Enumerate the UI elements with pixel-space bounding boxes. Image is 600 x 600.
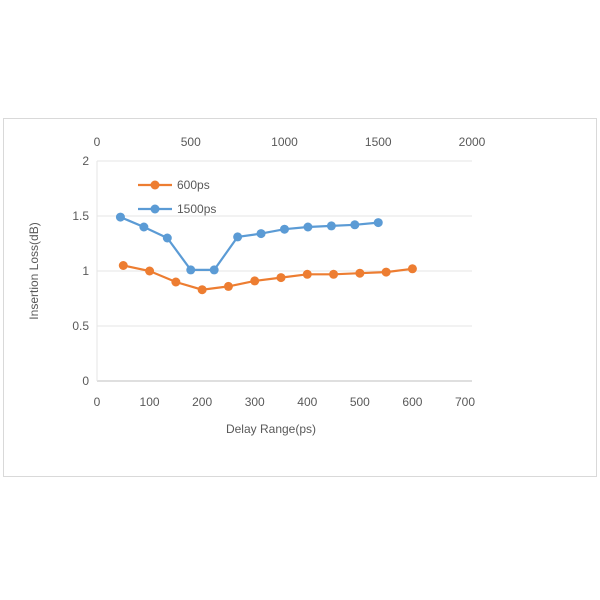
x-tick-label: 300 <box>245 395 265 409</box>
data-point-600ps <box>302 269 312 279</box>
data-point-1500ps <box>350 220 360 230</box>
x2-tick-label: 0 <box>94 135 101 149</box>
y-axis-label: Insertion Loss(dB) <box>27 222 41 319</box>
legend-label: 600ps <box>177 178 210 192</box>
y-tick-label: 0.5 <box>72 319 89 333</box>
data-point-600ps <box>407 264 417 274</box>
data-point-600ps <box>145 266 155 276</box>
x2-tick-label: 2000 <box>459 135 486 149</box>
data-point-1500ps <box>256 229 266 239</box>
x-tick-label: 700 <box>455 395 475 409</box>
x2-tick-label: 1000 <box>271 135 298 149</box>
y-tick-label: 2 <box>82 154 89 168</box>
x-tick-label: 100 <box>140 395 160 409</box>
series-line-600ps <box>123 264 413 291</box>
x2-tick-label: 500 <box>181 135 201 149</box>
y-tick-label: 1.5 <box>72 209 89 223</box>
data-point-1500ps <box>326 221 336 231</box>
x-tick-label: 200 <box>192 395 212 409</box>
data-point-1500ps <box>280 224 289 234</box>
legend-label: 1500ps <box>177 202 216 216</box>
x2-tick-label: 1500 <box>365 135 392 149</box>
x-tick-label: 0 <box>94 395 101 409</box>
x-tick-label: 500 <box>350 395 370 409</box>
data-point-1500ps <box>233 232 243 242</box>
data-point-600ps <box>355 268 365 278</box>
y-tick-label: 0 <box>82 374 89 388</box>
data-point-600ps <box>197 285 207 295</box>
data-point-1500ps <box>115 212 125 222</box>
data-point-1500ps <box>186 265 196 275</box>
data-point-600ps <box>329 269 339 279</box>
data-point-1500ps <box>373 218 383 228</box>
data-point-1500ps <box>162 233 172 243</box>
data-point-600ps <box>118 261 128 270</box>
chart-frame <box>3 118 597 477</box>
legend-marker <box>150 204 160 214</box>
data-point-1500ps <box>139 222 149 232</box>
x-axis-label: Delay Range(ps) <box>226 422 316 436</box>
data-point-1500ps <box>303 222 313 232</box>
y-tick-label: 1 <box>82 264 89 278</box>
series-line-1500ps <box>120 216 379 271</box>
data-point-600ps <box>223 281 233 291</box>
data-point-600ps <box>381 267 391 277</box>
data-point-600ps <box>276 273 286 283</box>
x-tick-label: 600 <box>402 395 422 409</box>
x-tick-label: 400 <box>297 395 317 409</box>
data-point-1500ps <box>209 265 219 275</box>
data-point-600ps <box>250 276 260 286</box>
data-point-600ps <box>171 277 181 287</box>
legend-marker <box>150 180 160 190</box>
